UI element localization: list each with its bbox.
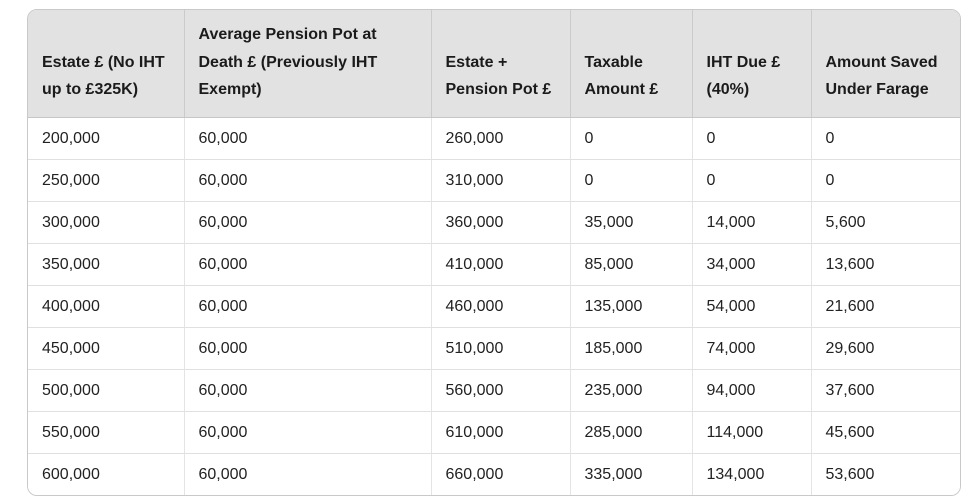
table-cell: 60,000 bbox=[184, 285, 432, 328]
table-row: 300,000 60,000 360,000 35,000 14,000 5,600 bbox=[28, 201, 960, 244]
column-header: Amount Saved Under Farage bbox=[811, 10, 960, 118]
table-header: Estate £ (No IHT up to £325K) Average Pen… bbox=[28, 10, 960, 118]
table-cell: 600,000 bbox=[28, 453, 185, 495]
table-cell: 5,600 bbox=[811, 201, 960, 244]
table-cell: 74,000 bbox=[692, 327, 812, 370]
iht-pension-table: Estate £ (No IHT up to £325K) Average Pen… bbox=[28, 10, 960, 495]
table-cell: 560,000 bbox=[431, 369, 571, 412]
table-cell: 235,000 bbox=[570, 369, 693, 412]
table-cell: 400,000 bbox=[28, 285, 185, 328]
table-cell: 410,000 bbox=[431, 243, 571, 286]
table-cell: 185,000 bbox=[570, 327, 693, 370]
table-cell: 45,600 bbox=[811, 411, 960, 454]
table-cell: 134,000 bbox=[692, 453, 812, 495]
table-cell: 135,000 bbox=[570, 285, 693, 328]
table-cell: 350,000 bbox=[28, 243, 185, 286]
table-cell: 29,600 bbox=[811, 327, 960, 370]
table-cell: 460,000 bbox=[431, 285, 571, 328]
table-row: 550,000 60,000 610,000 285,000 114,000 45,600 bbox=[28, 411, 960, 454]
table-cell: 200,000 bbox=[28, 117, 185, 160]
table-cell: 35,000 bbox=[570, 201, 693, 244]
table-cell: 0 bbox=[692, 117, 812, 160]
table-row: 500,000 60,000 560,000 235,000 94,000 37,600 bbox=[28, 369, 960, 412]
table-cell: 0 bbox=[811, 117, 960, 160]
table-cell: 114,000 bbox=[692, 411, 812, 454]
table-cell: 60,000 bbox=[184, 243, 432, 286]
table-body: 200,000 60,000 260,000 0 0 0 250,000 60,000 310,… bbox=[28, 117, 960, 495]
table-cell: 660,000 bbox=[431, 453, 571, 495]
table-cell: 260,000 bbox=[431, 117, 571, 160]
table-cell: 335,000 bbox=[570, 453, 693, 495]
iht-pension-table-card: Estate £ (No IHT up to £325K) Average Pen… bbox=[27, 9, 961, 496]
table-cell: 300,000 bbox=[28, 201, 185, 244]
column-header: IHT Due £ (40%) bbox=[692, 10, 812, 118]
table-cell: 60,000 bbox=[184, 159, 432, 202]
table-cell: 0 bbox=[692, 159, 812, 202]
table-cell: 94,000 bbox=[692, 369, 812, 412]
column-header: Estate + Pension Pot £ bbox=[431, 10, 571, 118]
table-cell: 14,000 bbox=[692, 201, 812, 244]
table-cell: 54,000 bbox=[692, 285, 812, 328]
table-row: 200,000 60,000 260,000 0 0 0 bbox=[28, 117, 960, 160]
table-cell: 60,000 bbox=[184, 411, 432, 454]
table-cell: 13,600 bbox=[811, 243, 960, 286]
table-cell: 60,000 bbox=[184, 453, 432, 495]
table-cell: 60,000 bbox=[184, 369, 432, 412]
table-cell: 37,600 bbox=[811, 369, 960, 412]
table-row: 600,000 60,000 660,000 335,000 134,000 53,600 bbox=[28, 453, 960, 495]
table-cell: 550,000 bbox=[28, 411, 185, 454]
column-header: Taxable Amount £ bbox=[570, 10, 693, 118]
table-cell: 0 bbox=[570, 159, 693, 202]
table-cell: 285,000 bbox=[570, 411, 693, 454]
table-cell: 60,000 bbox=[184, 201, 432, 244]
table-cell: 0 bbox=[570, 117, 693, 160]
table-cell: 450,000 bbox=[28, 327, 185, 370]
table-row: 400,000 60,000 460,000 135,000 54,000 21,600 bbox=[28, 285, 960, 328]
table-cell: 60,000 bbox=[184, 327, 432, 370]
table-cell: 53,600 bbox=[811, 453, 960, 495]
table-row: 350,000 60,000 410,000 85,000 34,000 13,600 bbox=[28, 243, 960, 286]
table-cell: 610,000 bbox=[431, 411, 571, 454]
table-cell: 500,000 bbox=[28, 369, 185, 412]
column-header: Average Pension Pot at Death £ (Previous… bbox=[184, 10, 432, 118]
table-cell: 60,000 bbox=[184, 117, 432, 160]
table-cell: 310,000 bbox=[431, 159, 571, 202]
table-cell: 250,000 bbox=[28, 159, 185, 202]
column-header: Estate £ (No IHT up to £325K) bbox=[28, 10, 185, 118]
table-row: 450,000 60,000 510,000 185,000 74,000 29,600 bbox=[28, 327, 960, 370]
table-cell: 21,600 bbox=[811, 285, 960, 328]
table-cell: 34,000 bbox=[692, 243, 812, 286]
table-cell: 0 bbox=[811, 159, 960, 202]
table-cell: 360,000 bbox=[431, 201, 571, 244]
table-row: 250,000 60,000 310,000 0 0 0 bbox=[28, 159, 960, 202]
table-cell: 85,000 bbox=[570, 243, 693, 286]
table-header-row: Estate £ (No IHT up to £325K) Average Pen… bbox=[28, 10, 960, 118]
table-cell: 510,000 bbox=[431, 327, 571, 370]
